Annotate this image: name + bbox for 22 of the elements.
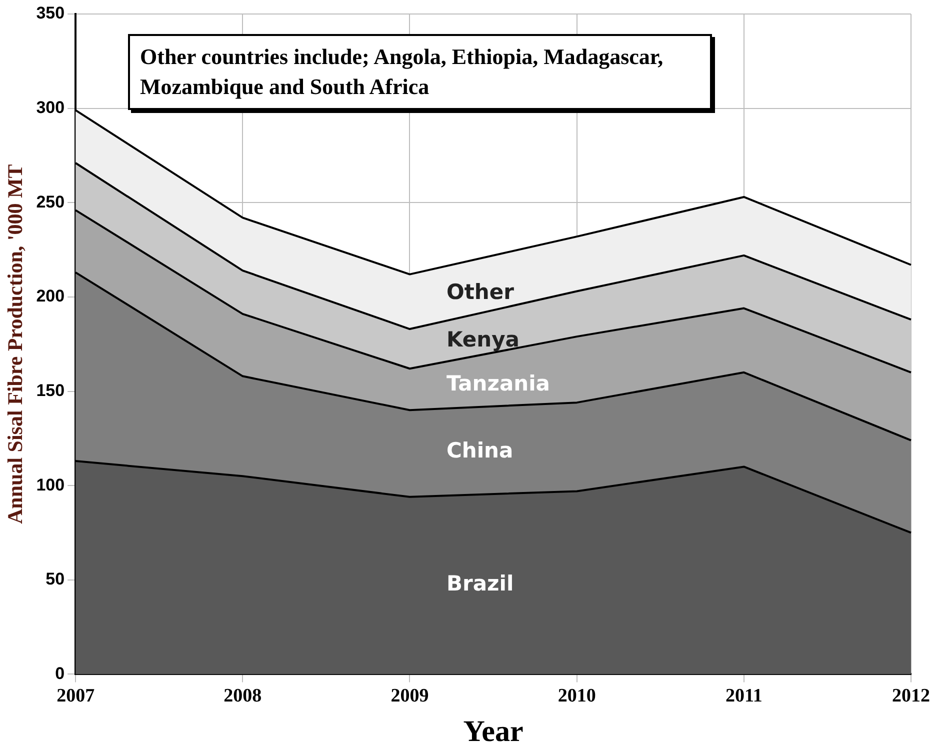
series-label: China <box>446 438 514 463</box>
series-label: Tanzania <box>446 371 550 396</box>
y-tick-label: 250 <box>36 192 65 212</box>
y-tick-label: 150 <box>36 380 65 400</box>
y-tick-label: 300 <box>36 98 65 117</box>
x-axis-title: Year <box>463 714 524 748</box>
x-tick-label: 2007 <box>56 686 96 707</box>
y-tick-label: 200 <box>36 286 65 306</box>
y-tick-label: 100 <box>36 475 65 494</box>
series-label: Brazil <box>446 571 514 596</box>
series-label: Kenya <box>446 328 520 352</box>
x-tick-label: 2012 <box>892 686 930 707</box>
y-axis-title: Annual Sisal Fibre Production, '000 MT <box>3 164 28 524</box>
y-tick-label: 350 <box>36 4 65 23</box>
x-tick-label: 2008 <box>224 686 262 707</box>
series-label: Other <box>446 280 515 304</box>
x-tick-label: 2010 <box>558 686 596 707</box>
y-tick-label: 50 <box>46 570 65 589</box>
note-box: Other countries include; Angola, Ethiopia, Madagascar, Mozambique and South Africa <box>128 34 712 110</box>
x-tick-label: 2009 <box>390 686 429 707</box>
y-tick-label: 0 <box>55 664 65 683</box>
x-tick-label: 2011 <box>725 686 762 707</box>
